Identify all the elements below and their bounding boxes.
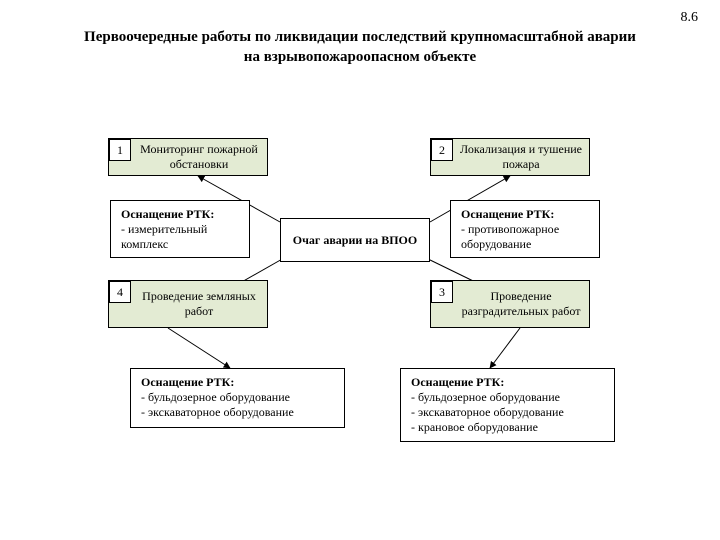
- rtk-fire-item2: оборудование: [461, 237, 589, 252]
- block-monitoring-label: Мониторинг пожарной обстановки: [135, 141, 263, 173]
- block-earthworks-number: 4: [109, 281, 131, 303]
- block-localization-label: Локализация и тушение пожара: [457, 141, 585, 173]
- rtk-fire-head: Оснащение РТК:: [461, 207, 589, 222]
- rtk-fire: Оснащение РТК: - противопожарное оборудо…: [450, 200, 600, 258]
- block-localization-number: 2: [431, 139, 453, 161]
- rtk-earthworks-head: Оснащение РТК:: [141, 375, 334, 390]
- rtk-earthworks: Оснащение РТК: - бульдозерное оборудован…: [130, 368, 345, 428]
- center-node: Очаг аварии на ВПОО: [280, 218, 430, 262]
- block-monitoring-number: 1: [109, 139, 131, 161]
- page-number: 8.6: [681, 10, 699, 26]
- block-earthworks: 4 Проведение земляных работ: [108, 280, 268, 328]
- rtk-monitoring-item1: - измерительный: [121, 222, 239, 237]
- page-title: Первоочередные работы по ликвидации посл…: [0, 28, 720, 67]
- rtk-monitoring: Оснащение РТК: - измерительный комплекс: [110, 200, 250, 258]
- rtk-fire-item1: - противопожарное: [461, 222, 589, 237]
- rtk-barrier-item3: - крановое оборудование: [411, 420, 604, 435]
- block-barrier-works: 3 Проведение разградительных работ: [430, 280, 590, 328]
- rtk-monitoring-head: Оснащение РТК:: [121, 207, 239, 222]
- block-earthworks-label: Проведение земляных работ: [135, 283, 263, 325]
- connectors-svg: [0, 0, 720, 540]
- rtk-barrier-item2: - экскаваторное оборудование: [411, 405, 604, 420]
- block-barrier-works-number: 3: [431, 281, 453, 303]
- block-barrier-works-label: Проведение разградительных работ: [457, 283, 585, 325]
- rtk-monitoring-item2: комплекс: [121, 237, 239, 252]
- rtk-earthworks-item1: - бульдозерное оборудование: [141, 390, 334, 405]
- block-localization: 2 Локализация и тушение пожара: [430, 138, 590, 176]
- page: 8.6 Первоочередные работы по ликвидации …: [0, 0, 720, 540]
- rtk-barrier: Оснащение РТК: - бульдозерное оборудован…: [400, 368, 615, 442]
- title-line-1: Первоочередные работы по ликвидации посл…: [84, 29, 636, 45]
- rtk-barrier-item1: - бульдозерное оборудование: [411, 390, 604, 405]
- rtk-barrier-head: Оснащение РТК:: [411, 375, 604, 390]
- block-monitoring: 1 Мониторинг пожарной обстановки: [108, 138, 268, 176]
- rtk-earthworks-item2: - экскаваторное оборудование: [141, 405, 334, 420]
- title-line-2: на взрывопожароопасном объекте: [244, 49, 476, 65]
